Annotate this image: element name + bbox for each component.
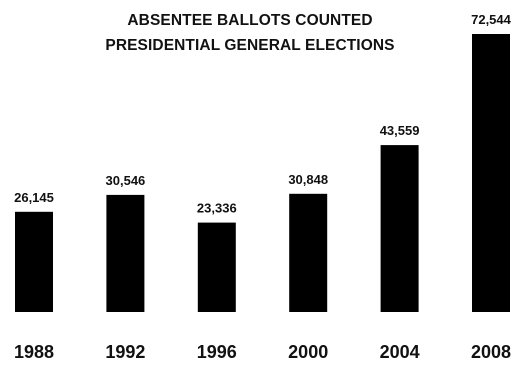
year-label-1988: 1988 <box>14 342 54 362</box>
year-label-2000: 2000 <box>288 342 328 362</box>
year-label-1992: 1992 <box>105 342 145 362</box>
value-label-1996: 23,336 <box>197 201 237 216</box>
value-label-2008: 72,544 <box>471 12 512 27</box>
bar-2008 <box>472 34 510 312</box>
value-label-1992: 30,546 <box>106 173 146 188</box>
value-label-2004: 43,559 <box>380 123 420 138</box>
bar-1992 <box>106 194 145 312</box>
bar-1996 <box>197 222 236 312</box>
chart-subtitle: PRESIDENTIAL GENERAL ELECTIONS <box>105 37 395 54</box>
bar-2000 <box>289 193 328 312</box>
year-label-2004: 2004 <box>380 342 420 362</box>
bar-2004 <box>380 145 419 312</box>
year-label-1996: 1996 <box>197 342 237 362</box>
value-label-2000: 30,848 <box>288 172 328 187</box>
chart-title: ABSENTEE BALLOTS COUNTED <box>127 12 373 29</box>
year-label-2008: 2008 <box>471 342 511 362</box>
bar-1988 <box>15 211 53 312</box>
value-label-1988: 26,145 <box>14 190 54 205</box>
